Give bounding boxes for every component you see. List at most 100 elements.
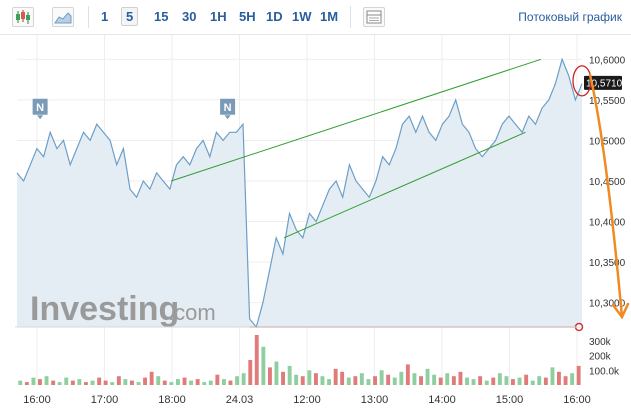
time-tick-label: 18:00	[158, 394, 186, 406]
price-tick-label: 10,5000	[589, 136, 626, 147]
volume-bar	[537, 376, 542, 385]
volume-bar	[64, 377, 69, 385]
volume-bar	[254, 335, 259, 385]
interval-1d[interactable]: 1D	[266, 9, 283, 24]
volume-bar	[195, 379, 200, 385]
volume-tick-label: 200k	[589, 352, 612, 363]
volume-bar	[228, 380, 233, 385]
volume-bar	[563, 376, 568, 385]
volume-bar	[373, 376, 377, 385]
volume-bar	[235, 376, 239, 385]
volume-bar	[241, 373, 246, 385]
volume-bar	[287, 365, 292, 385]
interval-1m[interactable]: 1M	[320, 9, 339, 24]
volume-bar	[504, 376, 509, 385]
volume-bar	[31, 377, 36, 385]
candlestick-icon[interactable]	[12, 7, 34, 27]
price-tick-label: 10,3000	[589, 299, 626, 310]
volume-bar	[169, 382, 174, 385]
volume-bar	[149, 371, 154, 385]
channel-upper-line	[170, 58, 542, 182]
volume-bar	[327, 379, 331, 385]
time-tick-label: 16:00	[563, 394, 591, 406]
volume-bar	[314, 373, 318, 385]
price-tick-label: 10,4000	[589, 218, 626, 229]
time-tick-label: 13:00	[361, 394, 389, 406]
volume-bar	[281, 371, 285, 385]
news-badge[interactable]: N	[219, 97, 237, 120]
volume-bar	[491, 377, 496, 385]
news-badge[interactable]: N	[31, 97, 49, 120]
volume-bar	[419, 376, 423, 385]
volume-bar	[116, 376, 121, 385]
time-tick-label: 14:00	[428, 394, 456, 406]
volume-bar	[261, 346, 266, 385]
volume-bar	[511, 379, 515, 385]
volume-bar	[458, 371, 463, 385]
volume-bar	[484, 380, 489, 385]
volume-bar	[110, 382, 115, 385]
volume-bar	[189, 380, 193, 385]
table-icon[interactable]	[363, 7, 385, 27]
interval-5h[interactable]: 5H	[239, 9, 256, 24]
time-tick-label: 24.03	[226, 394, 254, 406]
forecast-arrowhead	[611, 302, 630, 320]
volume-bar	[543, 377, 548, 385]
volume-bar	[557, 371, 561, 385]
investing-watermark: Investing .com	[30, 290, 216, 328]
volume-bar	[471, 379, 476, 385]
volume-bar	[478, 376, 483, 385]
interval-1h[interactable]: 1H	[210, 9, 227, 24]
volume-bar	[320, 376, 325, 385]
current-price-label: 10,5710	[586, 78, 623, 89]
volume-bar	[432, 374, 437, 385]
volume-bar	[156, 376, 161, 385]
volume-bar	[399, 371, 404, 385]
volume-bar	[405, 364, 410, 385]
volume-bars	[18, 335, 581, 385]
volume-bar	[465, 377, 469, 385]
volume-bar	[359, 373, 364, 385]
volume-bar	[103, 380, 108, 385]
volume-bar	[576, 365, 581, 385]
volume-bar	[366, 379, 371, 385]
volume-bar	[497, 373, 502, 385]
interval-1w[interactable]: 1W	[292, 9, 312, 24]
volume-bar	[300, 376, 305, 385]
chart-toolbar: 1 5 15 30 1H 5H 1D 1W 1M Потоковый графи…	[0, 0, 631, 35]
volume-bar	[333, 368, 338, 385]
interval-30[interactable]: 30	[182, 9, 197, 24]
volume-bar	[392, 377, 397, 385]
price-line	[16, 57, 583, 329]
interval-15[interactable]: 15	[154, 9, 169, 24]
volume-bar	[182, 377, 187, 385]
volume-bar	[570, 373, 575, 385]
interval-5[interactable]: 5	[121, 7, 139, 26]
volume-bar	[143, 377, 147, 385]
volume-bar	[517, 377, 522, 385]
forecast-arrow	[588, 73, 624, 319]
volume-bar	[162, 380, 167, 385]
volume-bar	[550, 367, 555, 385]
volume-bar	[123, 379, 128, 385]
interval-1[interactable]: 1	[101, 9, 109, 24]
area-chart-icon[interactable]	[52, 7, 74, 27]
volume-bar	[24, 382, 29, 385]
volume-bar	[340, 371, 345, 385]
volume-bar	[268, 367, 272, 385]
volume-bar	[38, 379, 42, 385]
volume-axis: 300k 200k 100.0k	[589, 337, 620, 377]
volume-bar	[353, 376, 358, 385]
volume-bar	[130, 380, 134, 385]
volume-bar	[438, 377, 443, 385]
news-badge-label: N	[224, 102, 232, 114]
volume-bar	[44, 376, 49, 385]
volume-bar	[70, 380, 75, 385]
volume-bar	[222, 379, 226, 385]
volume-bar	[57, 382, 62, 385]
stream-chart-link[interactable]: Потоковый график	[518, 10, 622, 24]
volume-bar	[346, 377, 351, 385]
watermark-brand: Investing	[30, 290, 179, 328]
time-axis: 16:00 17:00 18:00 24.03 12:00 13:00 14:00 15:00…	[23, 394, 591, 406]
